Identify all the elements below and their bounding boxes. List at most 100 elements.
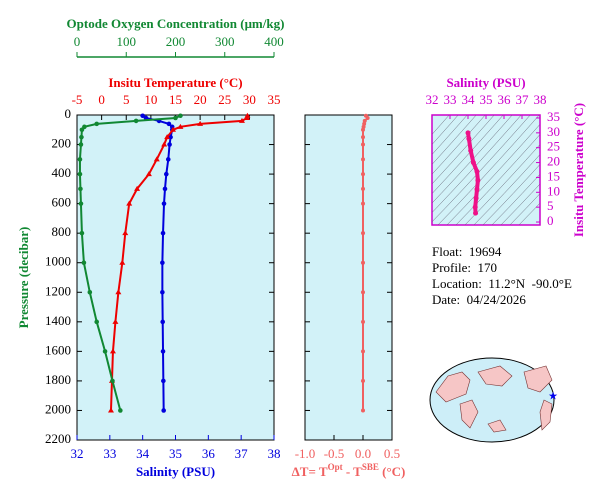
y-tick-label: 35 [547,109,560,124]
x-tick-label: 35 [169,446,182,461]
x-axis-title-part: (°C) [379,464,406,479]
data-point [160,260,165,266]
y-tick-label: 1000 [45,254,71,269]
x-tick-label: 33 [103,446,116,461]
density-contour [455,134,540,225]
data-point [153,156,160,162]
density-contours [432,115,540,225]
density-contour [432,115,522,213]
data-point [466,136,472,142]
y-tick-label: 1600 [45,342,71,357]
x-axis-title: Optode Oxygen Concentration (μm/kg) [67,16,285,31]
x-axis-title: Insitu Temperature (°C) [108,75,242,90]
y-tick-label: 1800 [45,372,71,387]
x-axis-title-part: ΔT= T [292,464,328,479]
data-point [109,348,116,354]
data-point [474,186,480,192]
data-point [243,114,250,120]
data-point [78,142,84,147]
data-point [78,201,84,206]
data-point [94,121,99,127]
y-tick-label: 30 [547,124,560,139]
y-tick-label: 600 [52,195,72,210]
data-point [361,349,365,354]
x-tick-label: -0.5 [324,446,345,461]
x-tick-label: 200 [166,34,186,49]
data-point [361,186,365,191]
info-line: Date: 04/24/2026 [432,292,526,307]
data-point [79,134,84,140]
x-tick-label: 38 [534,92,547,107]
x-tick-label: 10 [144,92,157,107]
data-point [365,115,370,120]
density-contour [464,144,540,225]
data-point [197,120,204,126]
density-contour [482,164,540,225]
density-contour [509,193,540,225]
data-point [170,126,177,132]
density-contour [432,115,477,165]
data-point [79,230,85,236]
data-point [162,186,168,192]
data-point [87,289,93,295]
data-point [161,408,166,413]
data-point [165,157,171,162]
ts-line [466,132,480,214]
y-tick-label: 20 [547,154,560,169]
data-point [164,134,171,140]
x-tick-label: 0 [74,34,81,49]
density-contour [432,115,513,204]
data-point [78,186,83,192]
data-point [160,230,166,236]
y-tick-label: 0 [65,106,72,121]
x-tick-label: 0 [98,92,105,107]
data-point [361,231,365,236]
data-point [115,289,122,295]
data-point [468,148,474,154]
x-tick-label: 35 [268,92,281,107]
plot-area [431,114,541,226]
x-tick-label: 20 [194,92,207,107]
y-tick-label: 10 [547,183,560,198]
data-point [474,168,480,174]
x-tick-label: 36 [202,446,216,461]
x-tick-label: 400 [264,34,284,49]
data-point [361,378,365,383]
data-point [161,141,168,147]
data-point [361,201,365,206]
data-point [361,408,365,413]
data-point [77,157,83,162]
x-tick-label: -5 [72,92,83,107]
x-tick-label: 32 [71,446,84,461]
x-axis-title: Salinity (PSU) [136,464,215,479]
data-point [122,230,129,236]
y-tick-label: 2000 [45,401,71,416]
data-point [473,210,479,216]
density-contour [446,123,540,225]
density-contour [432,115,495,185]
data-point [110,378,115,384]
data-point [361,260,365,265]
data-point [178,113,183,119]
x-tick-label: 36 [498,92,512,107]
data-point [160,289,165,295]
data-point [161,201,167,206]
data-point [119,259,126,265]
data-point [472,204,478,210]
data-point [470,160,476,166]
data-point [173,115,178,121]
data-point [126,200,133,206]
x-tick-label: 0.5 [384,446,400,461]
x-axis-title: ΔT= TOpt - TSBE (°C) [292,462,406,479]
y-tick-label: 800 [52,224,72,239]
y-axis-title: Insitu Temperature (°C) [571,103,586,237]
density-contour [432,115,450,135]
info-line: Profile: 170 [432,260,497,275]
data-point [177,123,184,129]
plot-area [304,114,393,441]
data-point [145,171,152,177]
y-tick-label: 400 [52,165,72,180]
data-point [79,127,85,133]
world-map: ★ [429,357,558,443]
